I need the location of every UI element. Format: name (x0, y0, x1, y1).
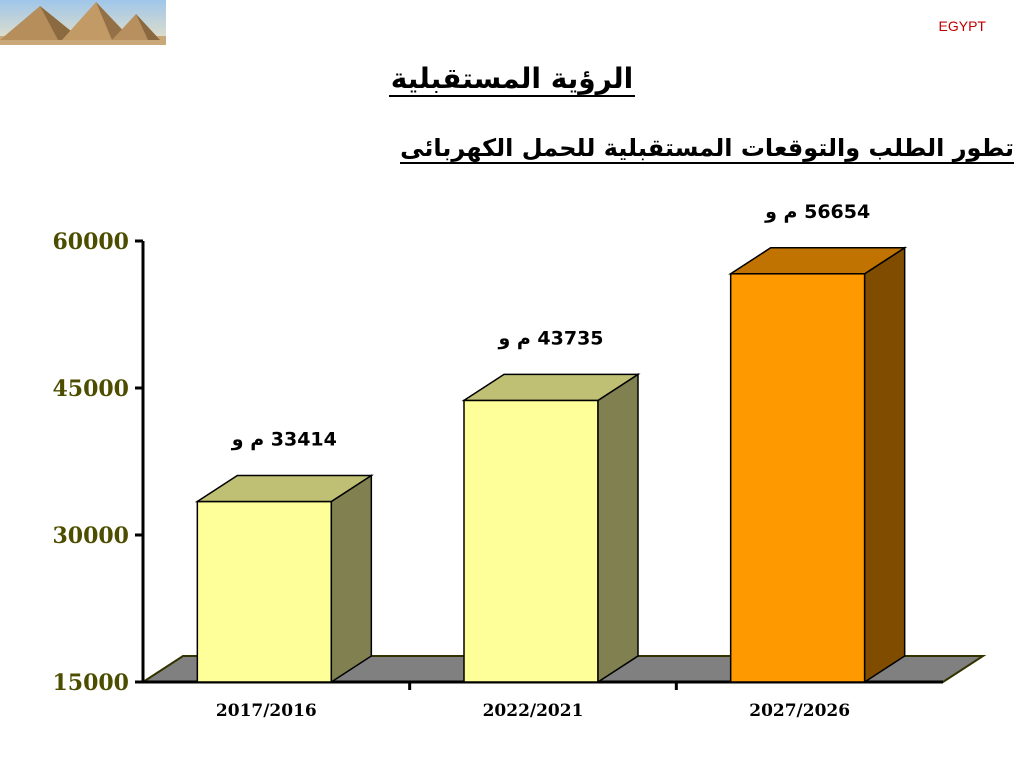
page-title: الرؤية المستقبلية (0, 62, 1024, 97)
x-tick-label: 2022/2021 (483, 701, 584, 721)
bar-side (330, 474, 373, 684)
y-tick-label: 60000 (52, 229, 129, 255)
brand-label: EGYPT (938, 18, 986, 34)
y-tick-label: 45000 (52, 376, 129, 402)
bar-front (463, 399, 599, 683)
bar-front (196, 500, 333, 683)
x-tick-label: 2017/2016 (216, 701, 317, 721)
bar-front (729, 273, 866, 683)
bar-top (728, 247, 908, 275)
y-tick-label: 30000 (52, 523, 129, 549)
bar-data-label: 43735 م و (497, 327, 603, 349)
bar-data-label: 56654 م و (764, 201, 870, 223)
page-title-text: الرؤية المستقبلية (388, 62, 636, 97)
page-subtitle: تطور الطلب والتوقعات المستقبلية للحمل ال… (400, 134, 1014, 164)
bar-side (597, 373, 639, 684)
pyramids-logo (0, 0, 166, 45)
bar-data-label: 33414 م و (231, 429, 337, 451)
x-tick-label: 2027/2026 (749, 701, 850, 721)
y-tick-label: 15000 (52, 670, 129, 696)
bar-side (863, 246, 906, 684)
bar-top (194, 474, 374, 503)
bar-top (461, 373, 641, 402)
bar-chart: 15000 30000 45000 60000 33414 م و 2017/2016 43… (52, 201, 987, 721)
